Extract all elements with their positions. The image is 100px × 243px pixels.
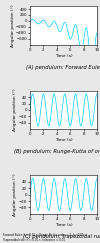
X-axis label: Time (s): Time (s)	[55, 139, 72, 142]
Text: (B) pendulum: Runge-Kutta of order 2: (B) pendulum: Runge-Kutta of order 2	[14, 149, 100, 154]
Y-axis label: Angular position (°): Angular position (°)	[13, 89, 17, 131]
Y-axis label: Angular position (°): Angular position (°)	[11, 4, 15, 47]
Text: (C) pendulum: trapezoidal rule: (C) pendulum: trapezoidal rule	[23, 234, 100, 239]
Y-axis label: Angular position (°): Angular position (°)	[13, 173, 17, 216]
Text: (A) pendulum: Forward Euler: (A) pendulum: Forward Euler	[26, 65, 100, 69]
Text: Forward Euler: h = 0.01 s; Runge-Ku (to order = 2, h =0.01 s;
Trapezoidal rule: : Forward Euler: h = 0.01 s; Runge-Ku (to …	[3, 233, 87, 242]
X-axis label: Time (s): Time (s)	[55, 223, 72, 227]
X-axis label: Time (s): Time (s)	[55, 54, 72, 58]
